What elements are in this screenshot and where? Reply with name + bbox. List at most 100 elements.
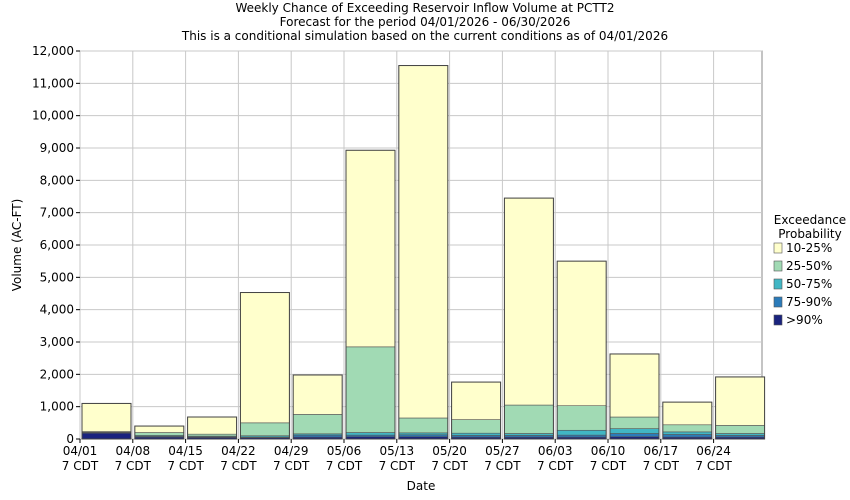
bar-segment [292,374,343,415]
bar-segment [345,346,396,433]
x-tick-label: 04/29 [274,444,309,458]
chart-titles: Weekly Chance of Exceeding Reservoir Inf… [0,1,850,43]
y-axis: 0 1,000 2,000 3,000 4,000 5,000 6,000 7,000 8,00… [32,44,80,446]
legend-swatch [773,296,783,308]
y-tick-label: 5,000 [40,270,74,284]
bar-outline [715,376,766,440]
bar-segment [240,292,290,424]
x-tick-sublabel: 7 CDT [484,459,521,473]
bar-segment [662,431,713,435]
x-tick-sublabel: 7 CDT [326,459,363,473]
bar-segment [451,381,501,420]
x-tick-label: 05/27 [485,444,520,458]
x-tick-label: 06/03 [538,444,573,458]
bar-segment [556,429,607,436]
x-tick-sublabel: 7 CDT [220,459,257,473]
legend: Exceedance Probability 10-25% 25-50% 50-75… [773,213,846,327]
chart-subtitle: Forecast for the period 04/01/2026 - 06/… [279,15,571,29]
y-tick-label: 11,000 [32,76,74,90]
bar-segment [451,432,501,436]
bar-segment [345,149,396,348]
bar-segment [609,353,660,418]
bar-outline [239,292,290,440]
legend-swatch [773,314,783,326]
x-tick-sublabel: 7 CDT [273,459,310,473]
bar-segment [556,405,607,431]
x-tick-label: 04/08 [116,444,151,458]
bar-segment [134,425,185,433]
bar-segment [187,416,237,435]
x-tick-sublabel: 7 CDT [643,459,680,473]
bar-segment [609,416,660,429]
bar-segment [451,419,501,434]
x-tick-label: 04/15 [168,444,203,458]
legend-title-line2: Probability [778,227,841,241]
x-tick-label: 04/01 [63,444,98,458]
legend-label: 50-75% [786,277,832,291]
x-axis-label: Date [407,479,436,493]
y-tick-label: 1,000 [40,400,74,414]
bar-outline [662,401,713,440]
bar-outline [345,149,396,440]
bar-segment [81,432,132,440]
bar-segment [81,403,132,432]
legend-swatch [773,242,783,254]
y-tick-label: 6,000 [40,238,74,252]
x-tick-sublabel: 7 CDT [590,459,627,473]
bar-segment [609,433,660,438]
x-tick-sublabel: 7 CDT [695,459,732,473]
legend-swatch [773,260,783,272]
bar-segment [556,260,607,406]
bar-segment [609,428,660,434]
x-tick-label: 05/20 [432,444,467,458]
x-tick-sublabel: 7 CDT [431,459,468,473]
bar-segment [398,417,449,434]
y-tick-label: 10,000 [32,109,74,123]
legend-title-line1: Exceedance [774,213,846,227]
bar-segment [662,434,713,438]
legend-label: 75-90% [786,295,832,309]
bar-segment [715,376,765,426]
bar-segment [240,422,290,437]
bar-outline [503,197,554,440]
y-tick-label: 9,000 [40,141,74,155]
bar-segment [662,424,713,433]
x-tick-sublabel: 7 CDT [537,459,574,473]
y-tick-label: 7,000 [40,206,74,220]
legend-label: 10-25% [786,241,832,255]
bar-outline [187,416,238,440]
legend-label: >90% [786,313,823,327]
x-tick-sublabel: 7 CDT [379,459,416,473]
y-tick-label: 3,000 [40,335,74,349]
x-tick-sublabel: 7 CDT [115,459,152,473]
y-tick-label: 8,000 [40,173,74,187]
bar-outline [292,374,343,440]
x-tick-label: 06/17 [644,444,679,458]
legend-label: 25-50% [786,259,832,273]
chart-subtitle-2: This is a conditional simulation based o… [181,29,669,43]
y-tick-label: 2,000 [40,367,74,381]
y-axis-label: Volume (AC-FT) [10,199,24,292]
bar-outline [134,425,185,440]
bars-group [81,65,766,440]
chart-title: Weekly Chance of Exceeding Reservoir Inf… [235,1,615,15]
x-tick-sublabel: 7 CDT [62,459,99,473]
bar-segment [134,432,185,436]
y-tick-label: 4,000 [40,303,74,317]
bar-segment [345,432,396,436]
bar-segment [398,65,449,419]
bar-segment [292,414,343,435]
bar-outline [556,260,607,440]
bar-segment [715,425,765,434]
y-tick-label: 0 [66,432,74,446]
bar-segment [662,401,713,426]
x-tick-sublabel: 7 CDT [167,459,204,473]
bar-outline [451,381,502,440]
x-tick-label: 05/06 [327,444,362,458]
bar-outline [609,353,660,440]
bar-segment [504,197,554,406]
legend-swatch [773,278,783,290]
x-tick-label: 05/13 [380,444,415,458]
